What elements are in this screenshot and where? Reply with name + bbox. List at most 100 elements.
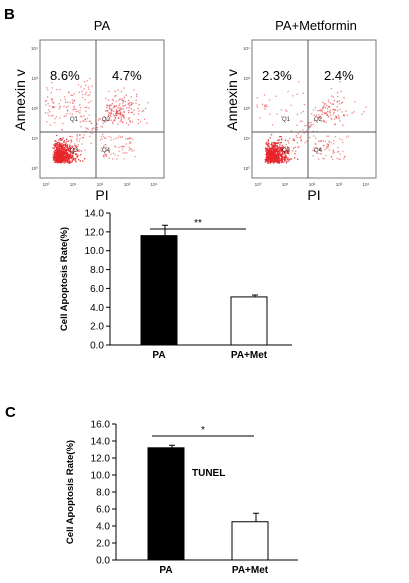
scatter-point bbox=[279, 155, 282, 157]
scatter-point bbox=[287, 149, 289, 151]
scatter-point bbox=[274, 152, 276, 154]
scatter-point bbox=[65, 150, 67, 153]
scatter-point bbox=[64, 152, 66, 154]
scatter-point bbox=[58, 158, 60, 160]
scatter-point bbox=[105, 154, 107, 156]
scatter-point bbox=[68, 150, 70, 152]
scatter-point bbox=[267, 159, 269, 161]
scatter-point bbox=[289, 137, 291, 140]
scatter-point bbox=[346, 136, 348, 138]
scatter-point bbox=[306, 124, 308, 127]
scatter-point bbox=[96, 129, 98, 131]
scatter-point bbox=[53, 159, 55, 161]
scatter-point bbox=[264, 106, 266, 108]
scatter-point bbox=[55, 146, 57, 148]
scatter-point bbox=[67, 148, 70, 150]
scatter-point bbox=[276, 154, 278, 156]
scatter-point bbox=[57, 142, 59, 144]
scatter-point bbox=[103, 135, 105, 138]
scatter-point bbox=[335, 116, 338, 118]
scatter-point bbox=[326, 145, 329, 147]
scatter-point bbox=[63, 140, 65, 142]
scatter-point bbox=[111, 99, 114, 101]
scatter-point bbox=[268, 150, 270, 153]
scatter-point bbox=[273, 150, 276, 153]
scatter-point bbox=[136, 93, 138, 96]
scatter-point bbox=[105, 137, 107, 139]
scatter-point bbox=[268, 158, 270, 160]
scatter-point bbox=[54, 106, 56, 108]
scatter-point bbox=[108, 157, 110, 159]
scatter-point bbox=[61, 161, 63, 163]
scatter-point bbox=[58, 154, 60, 156]
scatter-point bbox=[118, 113, 120, 115]
scatter-point bbox=[115, 113, 117, 115]
scatter-point bbox=[265, 157, 268, 159]
scatter-point bbox=[272, 158, 275, 160]
scatter-point bbox=[99, 118, 102, 120]
scatter-point bbox=[57, 158, 59, 161]
scatter-point bbox=[109, 105, 111, 108]
scatter-point bbox=[76, 134, 78, 136]
scatter-point bbox=[93, 127, 95, 129]
scatter-point bbox=[326, 143, 328, 145]
scatter-point bbox=[122, 99, 125, 102]
scatter-point bbox=[59, 137, 61, 140]
x-axis-title: PI bbox=[95, 187, 108, 203]
scatter-point bbox=[87, 94, 89, 97]
scatter-point bbox=[122, 148, 124, 150]
scatter-point bbox=[266, 106, 268, 108]
scatter-point bbox=[294, 146, 297, 148]
scatter-point bbox=[119, 108, 121, 111]
scatter-point bbox=[58, 139, 60, 141]
x-tick-label: 10⁴ bbox=[363, 182, 370, 187]
scatter-point bbox=[60, 146, 62, 149]
scatter-point bbox=[131, 150, 133, 152]
scatter-point bbox=[266, 150, 268, 152]
scatter-point bbox=[295, 150, 297, 152]
y-tick-label: 4.0 bbox=[96, 522, 110, 533]
scatter-point bbox=[113, 110, 115, 112]
scatter-point bbox=[275, 156, 277, 158]
scatter-point bbox=[281, 158, 284, 160]
y-tick-label: 10⁰ bbox=[243, 166, 250, 171]
scatter-point bbox=[337, 151, 339, 153]
scatter-point bbox=[115, 112, 118, 114]
scatter-point bbox=[330, 155, 333, 157]
scatter-point bbox=[122, 102, 124, 104]
scatter-point bbox=[71, 140, 73, 142]
scatter-point bbox=[71, 159, 74, 161]
scatter-point bbox=[342, 124, 344, 126]
scatter-point bbox=[277, 158, 279, 160]
scatter-point bbox=[280, 153, 282, 156]
scatter-point bbox=[318, 116, 320, 119]
scatter-point bbox=[62, 152, 64, 155]
scatter-point bbox=[268, 146, 270, 148]
scatter-point bbox=[292, 139, 295, 141]
scatter-point bbox=[277, 149, 279, 152]
scatter-point bbox=[280, 139, 283, 141]
scatter-point bbox=[61, 139, 63, 141]
scatter-point bbox=[55, 161, 58, 163]
scatter-point bbox=[285, 155, 287, 157]
scatter-point bbox=[89, 100, 92, 102]
scatter-point bbox=[112, 152, 115, 154]
scatter-point bbox=[353, 111, 355, 113]
scatter-point bbox=[105, 110, 107, 112]
scatter-point bbox=[329, 102, 331, 104]
scatter-point bbox=[83, 120, 85, 122]
scatter-point bbox=[76, 135, 78, 137]
scatter-point bbox=[59, 150, 61, 152]
scatter-point bbox=[106, 106, 108, 109]
scatter-point bbox=[59, 149, 61, 151]
scatter-point bbox=[264, 147, 267, 150]
scatter-point bbox=[265, 104, 267, 106]
scatter-point bbox=[269, 160, 271, 163]
scatter-point bbox=[126, 107, 128, 109]
scatter-point bbox=[275, 150, 277, 152]
scatter-point bbox=[128, 107, 130, 109]
scatter-point bbox=[265, 105, 267, 107]
scatter-point bbox=[59, 106, 61, 108]
scatter-point bbox=[330, 156, 333, 159]
scatter-point bbox=[65, 115, 67, 117]
